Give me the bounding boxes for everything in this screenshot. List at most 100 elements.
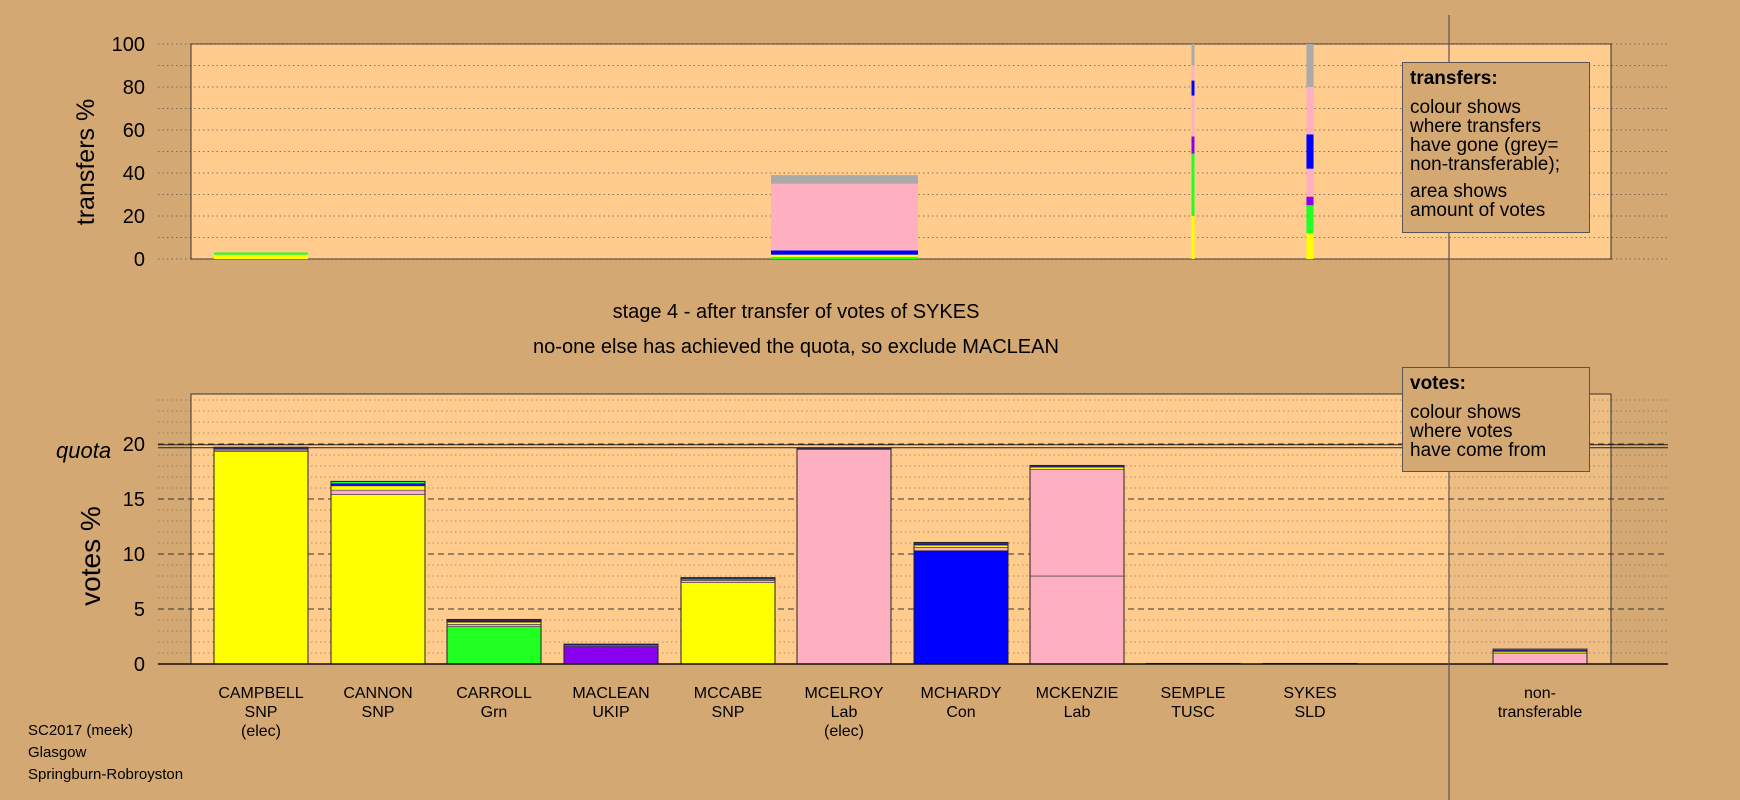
vote-segment [680,582,776,665]
transfer-segment [214,254,308,259]
transfers-y-tick-label: 40 [123,163,145,185]
candidate-name-label: MCCABE [694,685,762,702]
candidate-status-label: (elec) [824,723,864,740]
transfers-legend-title: transfers: [1410,68,1498,89]
vote-segment [1029,575,1125,665]
vote-segment [1029,468,1125,577]
vote-segment [913,550,1009,665]
transfers-y-axis-label: transfers % [72,99,100,225]
votes-y-tick-label: 10 [123,544,145,566]
vote-segment [330,494,426,665]
vote-segment [330,485,426,491]
candidate-name-label: MACLEAN [572,685,649,702]
vote-segment [680,580,776,583]
transfer-segment [1306,196,1314,206]
candidate-name-label: MCHARDY [921,685,1002,702]
vote-segment [913,547,1009,552]
transfer-segment [1191,44,1195,66]
transfer-segment [1306,168,1314,197]
vote-segment [913,544,1009,548]
vote-segment [330,483,426,487]
candidate-party-label: Lab [831,704,858,721]
vote-segment [1029,466,1125,470]
votes-legend-title: votes: [1410,373,1466,394]
candidate-party-label: Con [946,704,975,721]
transfers-legend-line: where transfers [1410,116,1541,137]
transfers-y-tick-label: 20 [123,206,145,228]
candidate-party-label: SNP [712,704,745,721]
transfer-segment [771,256,918,259]
votes-legend-line: have come from [1410,440,1547,461]
candidate-party-label: SNP [245,704,278,721]
transfer-segment [214,252,308,255]
votes-y-axis-label: votes % [75,506,106,606]
transfers-y-tick-label: 100 [112,34,145,56]
votes-y-tick-label: 15 [123,489,145,511]
transfers-legend-line: non-transferable); [1410,154,1560,175]
candidate-name-label: CARROLL [456,685,532,702]
transfer-segment [1191,95,1195,137]
transfer-segment [1306,134,1314,169]
transfers-y-tick-label: 0 [134,249,145,271]
votes-legend-line: colour shows [1410,402,1521,423]
transfer-segment [771,254,918,257]
transfer-segment [771,183,918,251]
transfer-segment [1306,87,1314,135]
quota-label: quota [56,438,111,463]
votes-plot-area [190,393,1612,665]
vote-segment [446,624,542,627]
transfers-legend: transfers: colour shows where transfers … [1402,62,1590,233]
transfers-legend-text-2: area shows amount of votes [1410,182,1582,220]
candidate-status-label: (elec) [241,723,281,740]
candidate-name-label: SEMPLE [1161,685,1226,702]
votes-y-tick-label: 20 [123,434,145,456]
candidate-party-label: Grn [481,704,508,721]
candidate-name-label: SYKES [1283,685,1336,702]
vote-segment [796,449,892,665]
stage-subtitle: no-one else has achieved the quota, so e… [533,336,1059,358]
transfer-segment [1191,216,1195,259]
transfer-segment [1191,80,1195,96]
candidate-name-label: CAMPBELL [218,685,303,702]
vote-segment [330,489,426,495]
votes-y-tick-label: 0 [134,654,145,676]
candidate-party-label: SNP [362,704,395,721]
transfers-y-tick-label: 60 [123,120,145,142]
transfers-y-tick-label: 80 [123,77,145,99]
footer-ward: Springburn-Robroyston [28,766,184,783]
vote-segment [446,626,542,665]
vote-segment [1492,652,1588,665]
vote-segment [213,451,309,665]
transfers-legend-line: amount of votes [1410,200,1546,221]
transfers-legend-line: have gone (grey= [1410,135,1559,156]
transfers-chart: 0 20 40 60 80 100 transfers % [72,34,1668,271]
transfers-legend-line: colour shows [1410,97,1521,118]
transfers-legend-text: colour shows where transfers have gone (… [1410,98,1582,174]
vote-segment [446,621,542,625]
candidate-party-label: Lab [1064,704,1091,721]
transfer-segment [1306,233,1314,259]
transfer-segment [1306,44,1314,87]
candidate-name-label: CANNON [343,685,412,702]
vote-segment [563,646,659,665]
transfers-legend-line: area shows [1410,181,1508,202]
candidate-name-label: MCELROY [804,685,883,702]
candidate-party-label: TUSC [1171,704,1215,721]
transfer-segment [771,175,918,184]
footer-council: Glasgow [28,744,87,761]
stage-title: stage 4 - after transfer of votes of SYK… [613,301,980,323]
candidate-party-label: transferable [1498,704,1583,721]
transfer-segment [1191,153,1195,216]
candidate-party-label: SLD [1294,704,1325,721]
candidate-name-label: MCKENZIE [1036,685,1119,702]
footer-election: SC2017 (meek) [28,722,134,739]
candidate-party-label: UKIP [592,704,629,721]
transfer-segment [771,250,918,255]
votes-legend: votes: colour shows where votes have com… [1402,367,1590,472]
votes-legend-line: where votes [1410,421,1513,442]
votes-chart: 0 5 10 15 20 CAMPBELL SNP (elec) CANNON SNP CARRO… [56,393,1668,740]
transfer-segment [1191,136,1195,154]
votes-y-tick-label: 5 [134,599,145,621]
transfer-segment [1306,205,1314,234]
